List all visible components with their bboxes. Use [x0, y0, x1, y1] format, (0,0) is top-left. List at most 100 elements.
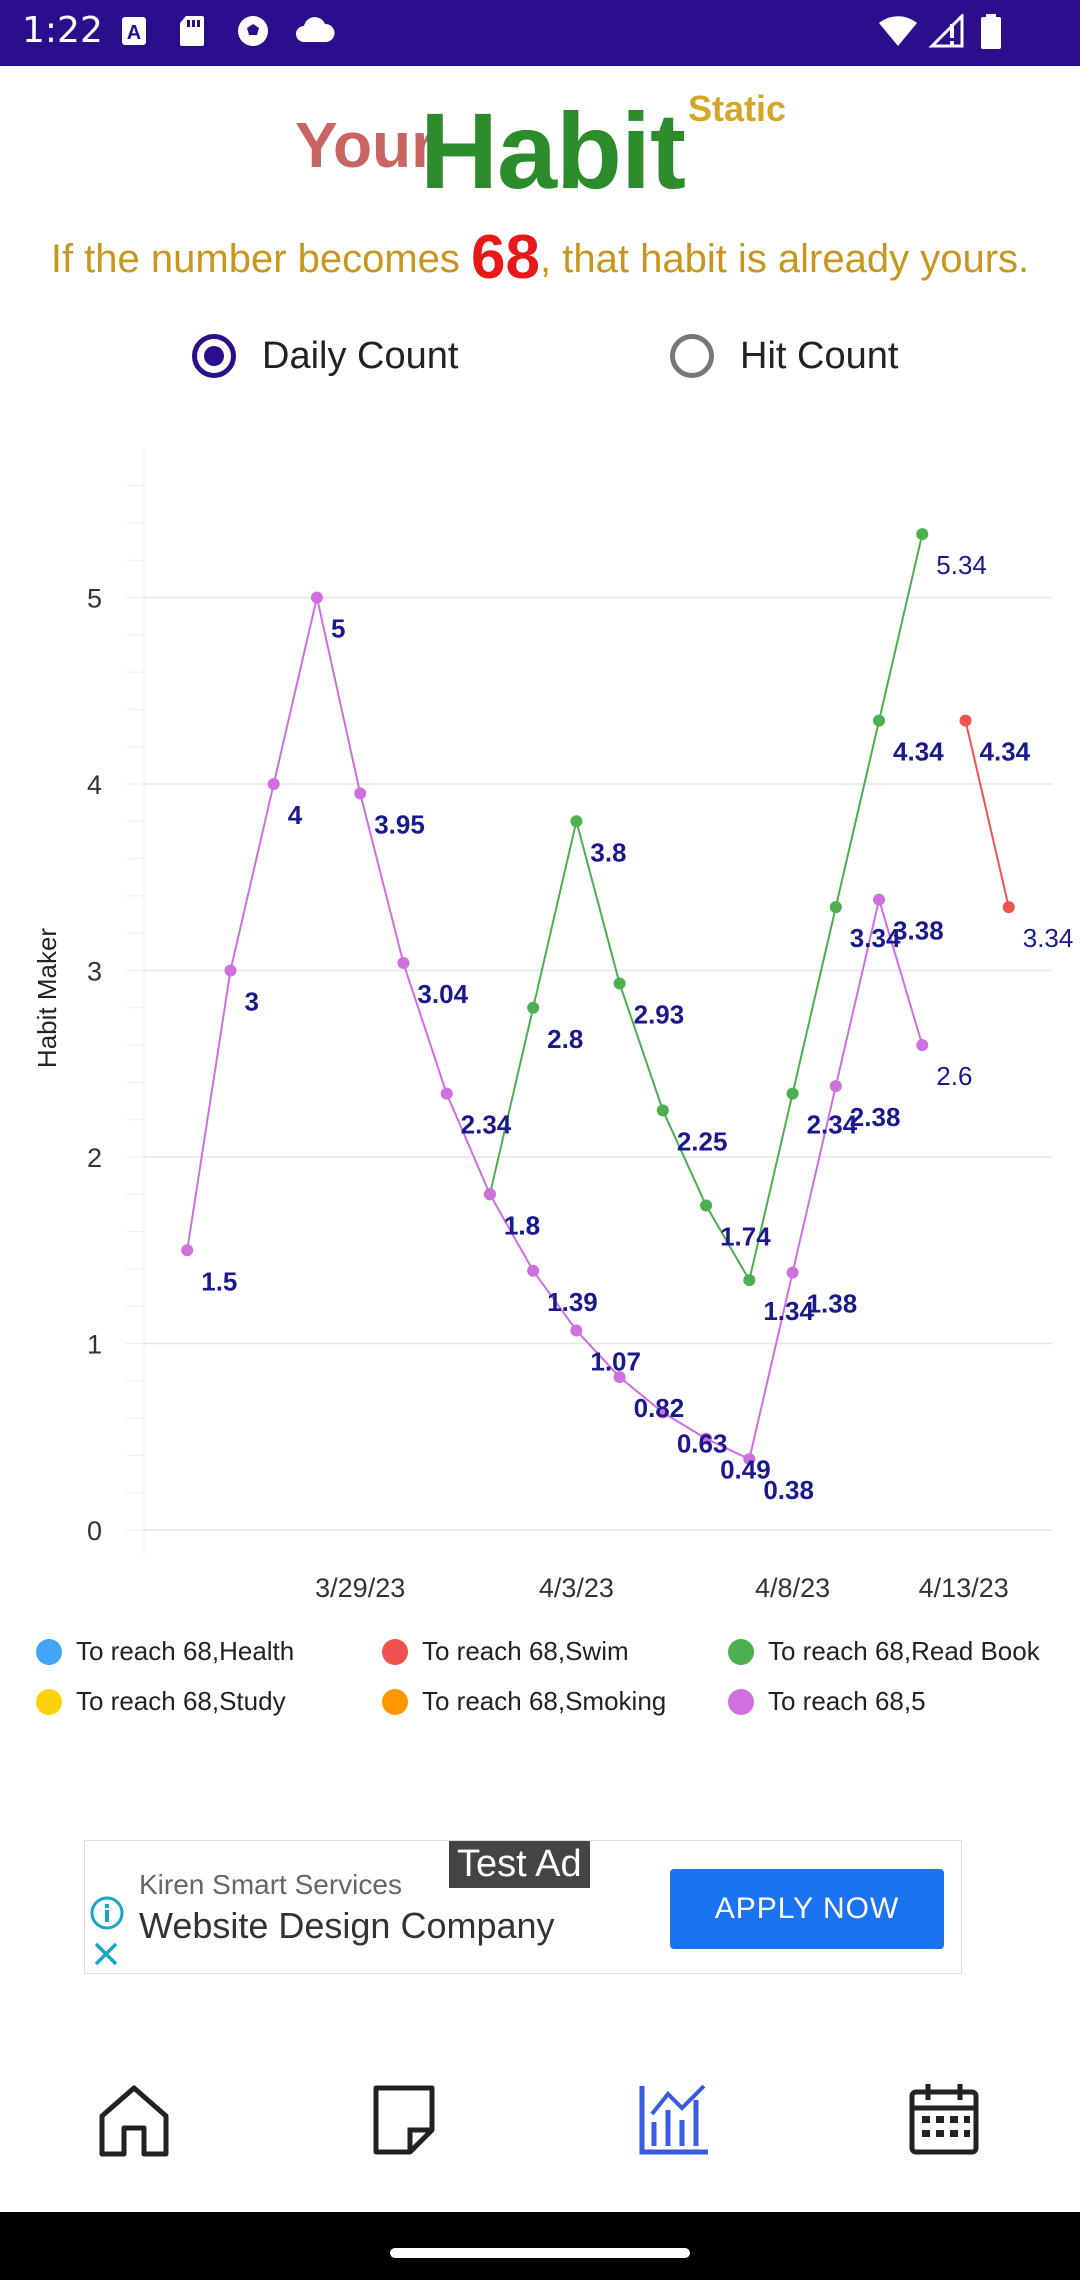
legend-item-5[interactable]: To reach 68,5 — [728, 1686, 926, 1717]
ad-banner[interactable]: Test Ad Kiren Smart Services Website Des… — [84, 1840, 962, 1974]
legend-dot — [382, 1638, 408, 1665]
data-point — [310, 591, 323, 604]
data-label: 3.95 — [374, 809, 425, 839]
legend-dot — [728, 1688, 754, 1715]
legend-item-study[interactable]: To reach 68,Study — [36, 1686, 286, 1717]
legend-label: To reach 68,Swim — [422, 1636, 629, 1666]
habit-line-chart: 0 1 2 3 4 5 3/29/23 4/3/23 4/8/23 4/13/23 Habit Ma… — [32, 450, 1074, 1603]
legend-item-swim[interactable]: To reach 68,Swim — [382, 1636, 629, 1667]
legend-dot — [382, 1688, 408, 1715]
title-your: Your — [295, 109, 437, 181]
svg-text:A: A — [127, 22, 141, 44]
bottom-navigation — [0, 2060, 1080, 2210]
data-label: 3.8 — [590, 837, 626, 867]
wifi-icon — [879, 16, 917, 46]
data-label: 1.8 — [504, 1210, 540, 1240]
legend-label: To reach 68,Smoking — [422, 1686, 667, 1716]
ad-headline: Website Design Company — [139, 1905, 555, 1946]
chart-icon — [639, 2084, 708, 2155]
data-label: 5 — [331, 614, 345, 644]
data-point — [354, 787, 367, 800]
data-point — [786, 1087, 799, 1100]
data-label: 1.8 — [504, 1210, 540, 1240]
data-point — [656, 1104, 669, 1117]
nav-calendar[interactable] — [904, 2080, 984, 2160]
data-label: 0.38 — [763, 1475, 814, 1505]
x-tick-label: 4/13/23 — [919, 1573, 1009, 1603]
radio-daily-count[interactable]: Daily Count — [192, 326, 458, 386]
home-gesture-handle[interactable] — [390, 2248, 690, 2258]
data-point — [873, 893, 886, 906]
data-point — [570, 815, 583, 828]
data-point — [527, 1001, 540, 1014]
legend-dot — [728, 1638, 754, 1665]
system-navigation-bar — [0, 2212, 1080, 2280]
data-point — [397, 957, 410, 970]
font-app-icon: A — [122, 17, 146, 45]
note-icon — [373, 2085, 435, 2155]
y-tick-label: 0 — [87, 1516, 102, 1546]
data-label: 2.34 — [461, 1110, 512, 1140]
data-point — [700, 1432, 713, 1445]
y-tick-label: 5 — [87, 584, 102, 614]
x-tick-label: 4/8/23 — [755, 1573, 830, 1603]
title-static: Static — [688, 88, 787, 129]
data-label: 3.38 — [893, 916, 944, 946]
test-ad-badge: Test Ad — [449, 1841, 590, 1888]
y-axis-label: Habit Maker — [32, 928, 62, 1068]
data-label: 2.8 — [547, 1024, 583, 1054]
data-point — [829, 1080, 842, 1093]
data-label: 2.93 — [634, 1000, 685, 1030]
data-point — [873, 714, 886, 727]
series-line — [186, 597, 924, 1461]
data-point — [743, 1453, 756, 1466]
data-point — [613, 977, 626, 990]
nav-notes[interactable] — [364, 2080, 444, 2160]
data-label: 3 — [244, 987, 258, 1017]
nav-statistics[interactable] — [634, 2080, 714, 2160]
data-label: 2.34 — [807, 1110, 858, 1140]
legend-label: To reach 68,Read Book — [768, 1636, 1040, 1666]
legend-item-smoking[interactable]: To reach 68,Smoking — [382, 1686, 666, 1717]
close-icon[interactable] — [91, 1939, 121, 1969]
data-point — [743, 1274, 756, 1287]
series-line — [488, 533, 924, 1283]
data-label: 1.74 — [720, 1221, 771, 1251]
data-point — [916, 528, 929, 541]
data-label: 2.25 — [677, 1126, 728, 1156]
radio-hit-count-label: Hit Count — [740, 334, 899, 377]
data-point — [916, 1039, 929, 1052]
calendar-icon — [909, 2084, 979, 2155]
apply-now-button[interactable]: APPLY NOW — [670, 1869, 944, 1949]
subtitle-after: , that habit is already yours. — [540, 237, 1030, 281]
legend-label: To reach 68,Health — [76, 1636, 295, 1666]
status-time: 1:22 — [22, 10, 103, 51]
data-point — [224, 964, 237, 977]
data-point — [656, 1406, 669, 1419]
goal-subtitle: If the number becomes 68, that habit is … — [0, 222, 1080, 293]
data-label: 1.38 — [807, 1289, 858, 1319]
data-label: 2.6 — [936, 1061, 972, 1091]
battery-icon — [981, 14, 1001, 49]
nav-home[interactable] — [94, 2080, 174, 2160]
data-label: 3.04 — [417, 979, 468, 1009]
data-point — [786, 1266, 799, 1279]
radio-hit-count[interactable]: Hit Count — [670, 326, 898, 386]
y-tick-label: 1 — [87, 1330, 102, 1360]
cloud-icon — [296, 17, 335, 42]
legend-dot — [36, 1638, 62, 1665]
info-icon[interactable] — [89, 1895, 125, 1931]
y-tick-label: 4 — [87, 770, 102, 800]
legend-item-health[interactable]: To reach 68,Health — [36, 1636, 294, 1667]
data-point — [267, 778, 280, 790]
data-label: 1.07 — [590, 1346, 641, 1376]
data-label: 4.34 — [980, 737, 1031, 767]
data-label: 0.82 — [634, 1393, 685, 1423]
data-point — [700, 1199, 713, 1212]
goal-number: 68 — [471, 223, 541, 292]
data-point — [483, 1188, 496, 1201]
data-label: 3.34 — [1023, 923, 1074, 953]
app-title: Your Habit Static — [0, 88, 1080, 211]
subtitle-before: If the number becomes — [50, 237, 472, 281]
legend-item-read-book[interactable]: To reach 68,Read Book — [728, 1636, 1040, 1667]
